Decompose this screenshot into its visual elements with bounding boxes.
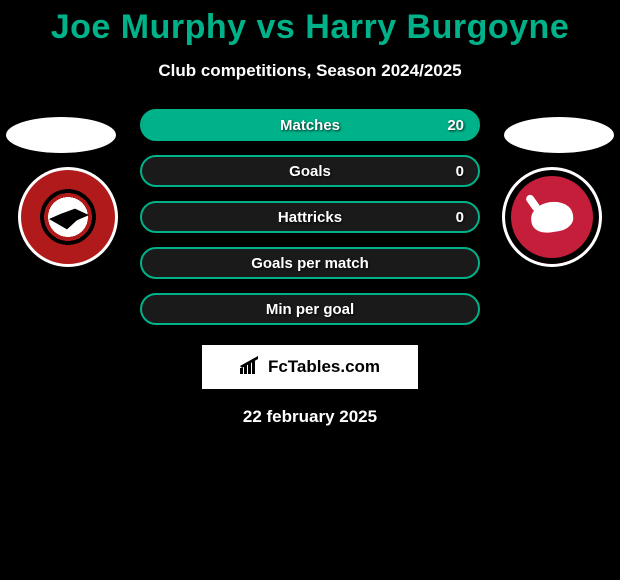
stat-bar-mpg: Min per goal xyxy=(140,293,480,325)
stat-bar-matches: Matches 20 xyxy=(140,109,480,141)
stat-bar-gpm: Goals per match xyxy=(140,247,480,279)
comparison-content: Matches 20 Goals 0 Hattricks 0 Goals per… xyxy=(0,109,620,427)
club-crest-left xyxy=(18,167,118,267)
stat-value-right: 0 xyxy=(456,163,464,180)
stat-label: Goals xyxy=(289,163,331,180)
stat-label: Min per goal xyxy=(266,301,354,318)
player-left-avatar xyxy=(6,117,116,153)
stat-label: Matches xyxy=(280,117,340,134)
bar-chart-icon xyxy=(240,356,262,379)
stat-value-right: 20 xyxy=(447,117,464,134)
stat-label: Hattricks xyxy=(278,209,342,226)
fctables-logo: FcTables.com xyxy=(202,345,418,389)
stat-bars: Matches 20 Goals 0 Hattricks 0 Goals per… xyxy=(140,109,480,325)
stat-label: Goals per match xyxy=(251,255,369,272)
club-crest-right xyxy=(502,167,602,267)
stat-value-right: 0 xyxy=(456,209,464,226)
logo-text: FcTables.com xyxy=(268,357,380,377)
stat-bar-goals: Goals 0 xyxy=(140,155,480,187)
comparison-title: Joe Murphy vs Harry Burgoyne xyxy=(0,0,620,47)
player-right-avatar xyxy=(504,117,614,153)
stat-bar-hattricks: Hattricks 0 xyxy=(140,201,480,233)
comparison-date: 22 february 2025 xyxy=(0,407,620,427)
season-subtitle: Club competitions, Season 2024/2025 xyxy=(0,61,620,81)
